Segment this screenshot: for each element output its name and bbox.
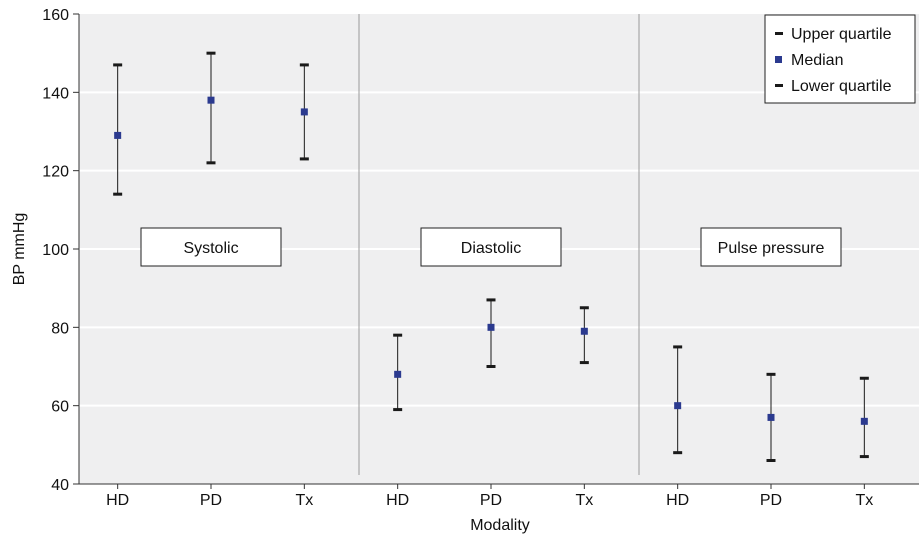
lower-quartile-cap <box>579 361 589 365</box>
legend-box <box>764 14 916 104</box>
median-marker <box>767 413 775 421</box>
lower-quartile-cap <box>299 157 309 161</box>
y-tick-label: 140 <box>42 85 69 102</box>
y-tick-label: 60 <box>51 399 69 416</box>
panel-label: Diastolic <box>461 240 521 257</box>
x-tick-label: PD <box>200 492 222 509</box>
lower-quartile-cap <box>206 161 216 165</box>
upper-quartile-cap <box>113 63 123 67</box>
x-tick-label: Tx <box>855 492 873 509</box>
upper-quartile-cap <box>579 306 589 310</box>
x-tick-label: HD <box>386 492 409 509</box>
median-marker <box>580 327 588 335</box>
x-axis-title: Modality <box>470 517 530 534</box>
upper-quartile-cap <box>393 333 403 337</box>
upper-quartile-cap <box>299 63 309 67</box>
x-tick-label: HD <box>106 492 129 509</box>
y-tick-label: 80 <box>51 320 69 337</box>
y-tick-label: 100 <box>42 242 69 259</box>
lower-quartile-cap <box>486 365 496 368</box>
legend-median-label: Median <box>791 52 843 69</box>
y-tick-label: 40 <box>51 477 69 494</box>
upper-quartile-cap <box>206 51 216 55</box>
median-marker <box>207 96 215 104</box>
upper-quartile-cap <box>486 298 496 302</box>
legend-lower-marker <box>775 84 783 87</box>
y-tick-label: 160 <box>42 7 69 24</box>
median-marker <box>394 370 402 378</box>
panel-labels: Systolic Diastolic Pulse pressure <box>140 227 842 267</box>
x-tick-label: Tx <box>575 492 593 509</box>
panel-label-box <box>700 227 842 267</box>
legend-upper-label: Upper quartile <box>791 26 892 43</box>
lower-quartile-cap <box>766 459 776 462</box>
legend: Upper quartile Median Lower quartile <box>764 14 916 104</box>
median-marker <box>487 323 495 331</box>
median-marker <box>300 108 308 116</box>
panel-label-box <box>140 227 282 267</box>
panel-label: Systolic <box>183 240 238 257</box>
median-marker <box>674 402 682 410</box>
y-axis: 40 60 80 100 120 140 160 <box>42 7 80 494</box>
panel-dividers <box>358 14 640 475</box>
y-axis-title: BP mmHg <box>11 213 28 286</box>
x-tick-label: PD <box>760 492 782 509</box>
upper-quartile-cap <box>859 376 869 380</box>
lower-quartile-cap <box>859 455 869 459</box>
x-tick-label: HD <box>666 492 689 509</box>
median-marker <box>114 131 122 139</box>
upper-quartile-cap <box>766 372 776 376</box>
lower-quartile-cap <box>113 192 123 196</box>
x-tick-label: PD <box>480 492 502 509</box>
lower-quartile-cap <box>393 408 403 412</box>
x-axis: HD PD Tx HD PD Tx HD PD Tx <box>79 483 919 509</box>
upper-quartile-cap <box>673 345 683 349</box>
median-marker <box>860 417 868 425</box>
y-tick-label: 120 <box>42 164 69 181</box>
legend-median-marker <box>775 56 782 63</box>
x-tick-label: Tx <box>295 492 313 509</box>
legend-upper-marker <box>775 32 783 35</box>
lower-quartile-cap <box>673 451 683 455</box>
panel-label-box <box>420 227 562 267</box>
panel-label: Pulse pressure <box>718 240 825 257</box>
data-marks <box>113 51 869 462</box>
legend-lower-label: Lower quartile <box>791 78 892 95</box>
